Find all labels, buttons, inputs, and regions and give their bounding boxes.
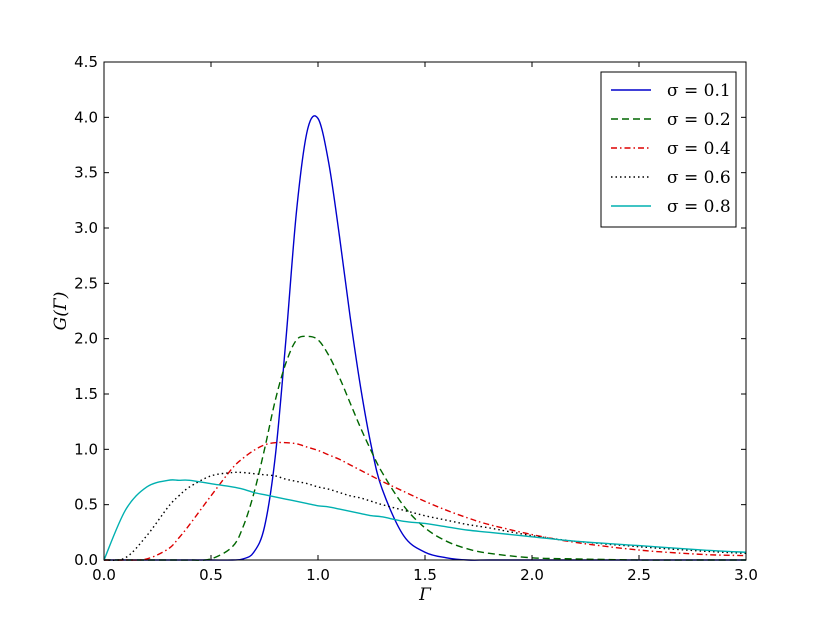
- legend-label-1: σ = 0.2: [667, 110, 731, 130]
- legend-label-4: σ = 0.8: [667, 197, 731, 217]
- x-tick-label: 2.5: [627, 566, 651, 584]
- series-line-2: [103, 441, 747, 561]
- legend-label-0: σ = 0.1: [667, 81, 731, 101]
- y-tick-label: 2.5: [74, 274, 98, 292]
- x-tick-label: 1.5: [413, 566, 437, 584]
- y-tick-label: 3.0: [74, 219, 98, 237]
- x-tick-label: 3.0: [734, 566, 758, 584]
- series-line-3: [103, 471, 747, 561]
- y-axis-label: G(Γ): [51, 292, 71, 331]
- y-tick-label: 0.0: [74, 551, 98, 569]
- x-axis-label: Γ: [418, 585, 432, 605]
- legend: σ = 0.1 σ = 0.2 σ = 0.4 σ = 0.6 σ = 0.8: [600, 71, 737, 228]
- legend-label-3: σ = 0.6: [667, 168, 731, 188]
- legend-label-2: σ = 0.4: [667, 139, 731, 159]
- ticks-layer: 0.0 0.5 1.0 1.5 2.0 2.5 3.0 0.0 0.5 1.0 1.5 2.0 2.5 3…: [74, 53, 758, 584]
- series-line-1: [104, 335, 746, 561]
- legend-box: [600, 71, 737, 228]
- y-tick-label: 2.0: [74, 330, 98, 348]
- x-tick-label: 2.0: [520, 566, 544, 584]
- y-tick-label: 4.0: [74, 108, 98, 126]
- y-tick-label: 1.5: [74, 385, 98, 403]
- x-tick-label: 0.0: [92, 566, 116, 584]
- y-tick-label: 3.5: [74, 164, 98, 182]
- y-tick-label: 1.0: [74, 440, 98, 458]
- y-tick-label: 4.5: [74, 53, 98, 71]
- series-line-4: [103, 479, 747, 561]
- x-tick-label: 1.0: [306, 566, 330, 584]
- x-tick-label: 0.5: [199, 566, 223, 584]
- y-tick-label: 0.5: [74, 496, 98, 514]
